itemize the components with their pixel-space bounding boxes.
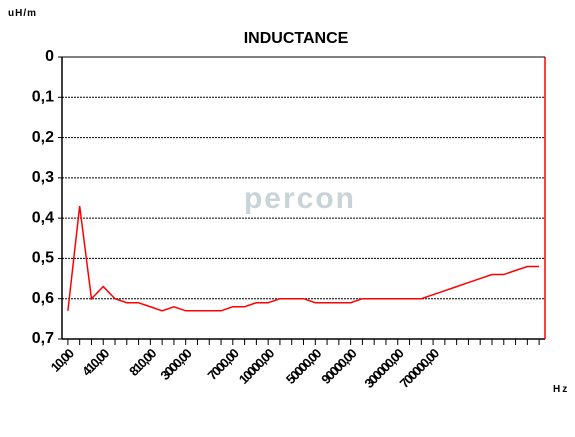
y-tick-label: 0,7 xyxy=(32,330,54,347)
watermark: percon xyxy=(244,182,356,215)
chart-title: INDUCTANCE xyxy=(244,30,349,47)
y-tick-label: 0,5 xyxy=(32,250,54,267)
x-tick-label: 10000,00 xyxy=(236,346,277,387)
y-tick-label: 0,1 xyxy=(32,89,54,106)
y-tick-label: 0,4 xyxy=(32,209,54,226)
x-tick-label: 410,00 xyxy=(79,346,112,379)
x-tick-label: 10,00 xyxy=(48,346,77,375)
x-tick-label: 700000,00 xyxy=(397,346,442,391)
x-tick-label: 90000,00 xyxy=(318,346,359,387)
y-axis-label: uH/m xyxy=(8,8,37,19)
y-tick-label: 0,3 xyxy=(32,169,54,186)
x-axis-label: Hz xyxy=(553,384,569,395)
x-tick-label: 50000,00 xyxy=(283,346,324,387)
y-tick-label: 0,6 xyxy=(32,290,54,307)
x-tick-label: 3000,00 xyxy=(157,346,194,383)
y-tick-label: 0,2 xyxy=(32,129,54,146)
y-tick-label: 0 xyxy=(45,48,54,65)
data-line xyxy=(67,205,540,312)
x-tick-label: 810,00 xyxy=(126,346,159,379)
